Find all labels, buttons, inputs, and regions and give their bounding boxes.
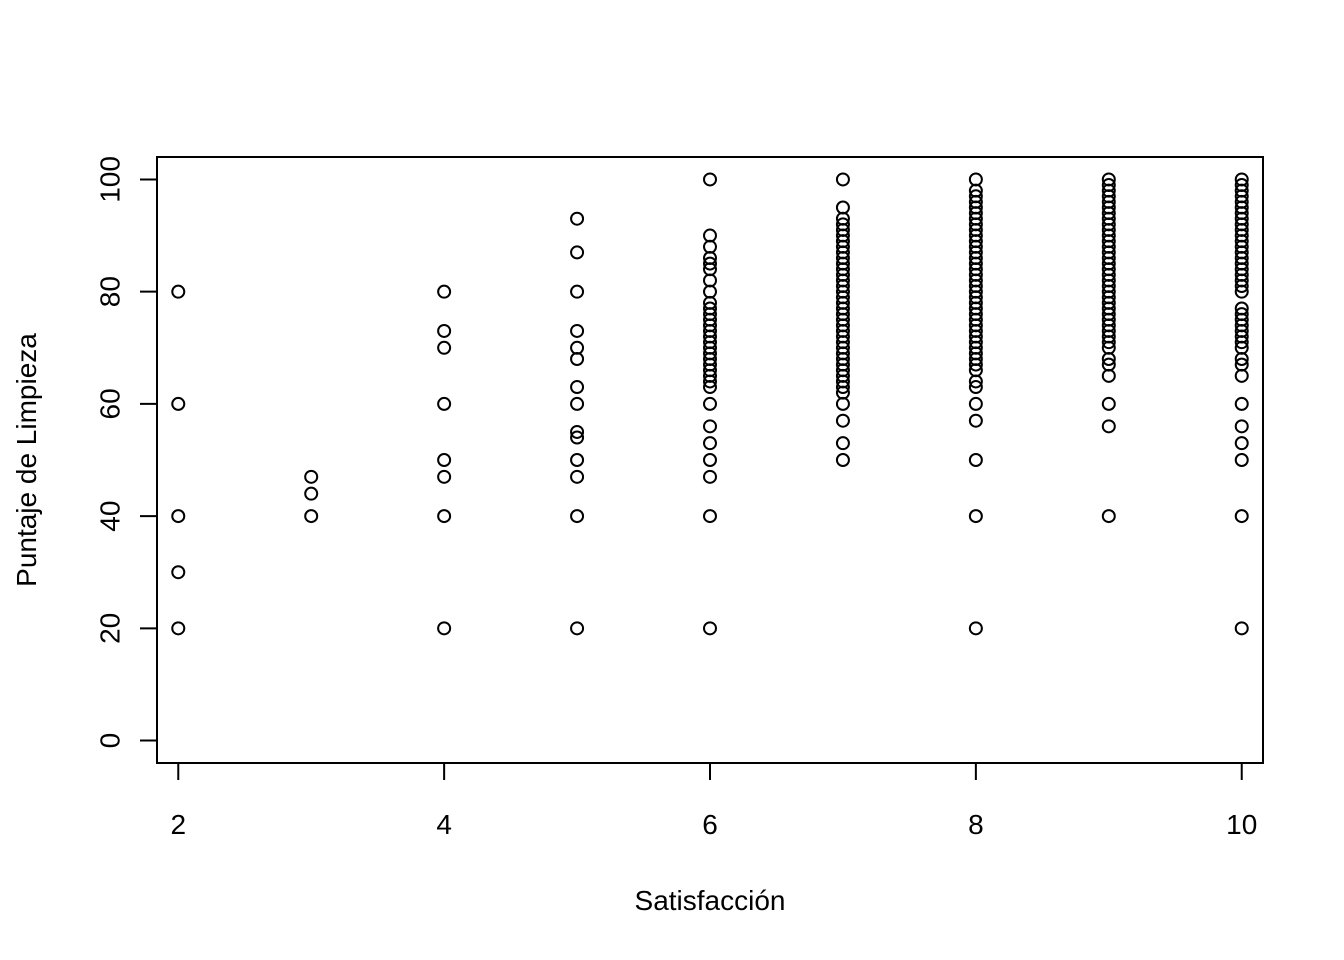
data-point	[171, 396, 186, 411]
data-point	[968, 357, 983, 372]
x-axis: 2 4 6 8 10	[170, 762, 1257, 840]
data-point	[570, 621, 585, 636]
data-point	[437, 396, 452, 411]
data-point	[1101, 509, 1116, 524]
data-point	[1234, 335, 1249, 350]
data-point	[437, 340, 452, 355]
data-point	[703, 256, 717, 271]
data-point	[1101, 419, 1116, 434]
data-point	[171, 565, 186, 580]
data-point	[1234, 436, 1249, 451]
data-point	[703, 453, 717, 467]
data-point	[703, 172, 717, 187]
y-tick-label: 40	[95, 501, 126, 532]
data-point	[835, 172, 850, 187]
data-point	[835, 413, 850, 428]
data-point	[437, 453, 452, 467]
data-point	[1234, 509, 1249, 524]
data-point	[570, 469, 585, 484]
x-tick-label: 4	[436, 809, 452, 840]
data-point	[304, 509, 319, 524]
data-point	[171, 284, 186, 299]
data-point	[1101, 396, 1116, 411]
data-point	[570, 430, 585, 445]
data-point	[570, 352, 585, 366]
x-tick-label: 6	[702, 809, 718, 840]
data-point	[703, 380, 717, 395]
y-tick-label: 0	[95, 733, 126, 749]
data-point	[968, 413, 983, 428]
data-point	[304, 469, 319, 484]
data-point	[570, 396, 585, 411]
data-point	[1234, 621, 1249, 636]
data-point	[171, 509, 186, 524]
data-point	[703, 509, 717, 524]
data-point	[304, 486, 319, 501]
data-point	[570, 509, 585, 524]
data-point	[703, 396, 717, 411]
data-point	[437, 509, 452, 524]
x-tick-label: 10	[1226, 809, 1257, 840]
y-axis: 0 20 40 60 80 100	[95, 156, 158, 748]
x-axis-title: Satisfacción	[635, 885, 786, 916]
data-point	[1101, 352, 1116, 366]
x-tick-label: 8	[968, 809, 984, 840]
data-point	[1234, 396, 1249, 411]
data-point	[1234, 352, 1249, 366]
data-point	[570, 424, 585, 439]
y-tick-label: 100	[95, 156, 126, 203]
data-point	[1234, 453, 1249, 467]
data-point	[703, 374, 717, 389]
data-points	[171, 172, 1249, 636]
data-point	[968, 380, 983, 395]
data-point	[1234, 368, 1249, 383]
y-axis-title: Puntaje de Limpieza	[11, 333, 42, 587]
data-point	[703, 419, 717, 434]
data-point	[968, 453, 983, 467]
data-point	[570, 245, 585, 260]
data-point	[437, 284, 452, 299]
y-tick-label: 80	[95, 276, 126, 307]
data-point	[1234, 419, 1249, 434]
data-point	[570, 211, 585, 226]
data-point	[1234, 279, 1249, 294]
data-point	[703, 469, 717, 484]
data-point	[968, 621, 983, 636]
data-point	[703, 621, 717, 636]
data-point	[570, 323, 585, 338]
data-point	[835, 380, 850, 395]
data-point	[570, 380, 585, 395]
data-point	[437, 621, 452, 636]
y-tick-label: 20	[95, 613, 126, 644]
data-point	[968, 509, 983, 524]
data-point	[1101, 368, 1116, 383]
data-point	[835, 436, 850, 451]
data-point	[703, 436, 717, 451]
data-point	[437, 469, 452, 484]
data-point	[835, 396, 850, 411]
y-tick-label: 60	[95, 388, 126, 419]
data-point	[968, 396, 983, 411]
x-tick-label: 2	[170, 809, 186, 840]
data-point	[1234, 284, 1249, 299]
data-point	[171, 621, 186, 636]
data-point	[968, 374, 983, 389]
data-point	[835, 453, 850, 467]
data-point	[1101, 335, 1116, 350]
data-point	[570, 284, 585, 299]
data-point	[437, 323, 452, 338]
data-point	[570, 453, 585, 467]
